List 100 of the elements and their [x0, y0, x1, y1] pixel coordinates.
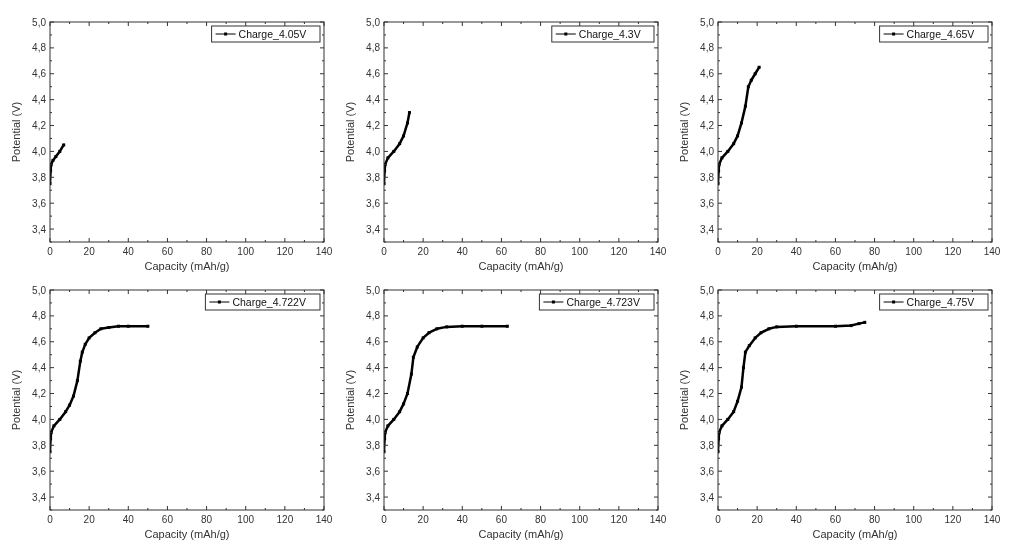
- y-tick-label: 3,6: [700, 197, 715, 209]
- x-tick-label: 40: [456, 514, 469, 525]
- x-tick-label: 60: [495, 514, 508, 525]
- y-tick-label: 4,8: [366, 310, 381, 322]
- x-tick-label: 120: [276, 246, 294, 257]
- y-tick-label: 4,8: [32, 310, 47, 322]
- legend-label: Charge_4.75V: [906, 295, 975, 308]
- y-tick-label: 5,0: [700, 284, 715, 296]
- y-tick-label: 4,2: [366, 388, 381, 400]
- x-tick-label: 0: [715, 514, 722, 525]
- x-tick-label: 40: [122, 514, 135, 525]
- x-tick-label: 100: [571, 246, 589, 257]
- y-tick-label: 4,8: [32, 42, 47, 54]
- x-tick-label: 120: [276, 514, 294, 525]
- y-axis-title: Potential (V): [10, 101, 22, 163]
- y-tick-label: 3,4: [32, 223, 47, 235]
- y-tick-label: 3,8: [32, 171, 47, 183]
- y-tick-label: 4,6: [32, 336, 47, 348]
- y-tick-label: 4,2: [700, 120, 715, 132]
- x-tick-label: 80: [535, 246, 547, 257]
- x-tick-label: 100: [571, 514, 589, 525]
- x-tick-label: 0: [715, 246, 722, 257]
- y-tick-label: 4,0: [366, 413, 381, 425]
- x-tick-label: 20: [83, 514, 96, 525]
- y-tick-label: 3,4: [32, 491, 47, 503]
- x-tick-label: 0: [47, 246, 54, 257]
- legend-label: Charge_4.722V: [232, 295, 306, 308]
- x-axis-title: Capacity (mAh/g): [812, 260, 898, 272]
- x-tick-label: 40: [122, 246, 135, 257]
- y-tick-label: 4,6: [366, 336, 381, 348]
- y-tick-label: 5,0: [700, 16, 715, 28]
- x-tick-label: 40: [456, 246, 469, 257]
- y-tick-label: 4,0: [32, 145, 47, 157]
- x-axis-title: Capacity (mAh/g): [478, 260, 564, 272]
- x-tick-label: 20: [751, 514, 764, 525]
- y-axis-title: Potential (V): [344, 101, 356, 163]
- x-axis-title: Capacity (mAh/g): [144, 528, 230, 540]
- x-tick-label: 140: [983, 514, 1001, 525]
- x-tick-label: 60: [829, 514, 842, 525]
- y-tick-label: 3,8: [366, 439, 381, 451]
- x-tick-label: 20: [83, 246, 96, 257]
- y-tick-label: 3,4: [700, 223, 715, 235]
- x-tick-label: 120: [610, 246, 628, 257]
- y-axis-title: Potential (V): [678, 101, 690, 163]
- x-tick-label: 100: [237, 246, 255, 257]
- legend-label: Charge_4.3V: [578, 27, 641, 40]
- x-tick-label: 80: [201, 514, 213, 525]
- x-tick-label: 80: [535, 514, 547, 525]
- x-tick-label: 80: [869, 514, 881, 525]
- legend-label: Charge_4.05V: [238, 27, 307, 40]
- x-tick-label: 20: [751, 246, 764, 257]
- y-tick-label: 4,6: [32, 68, 47, 80]
- x-tick-label: 100: [905, 246, 923, 257]
- y-tick-label: 4,6: [700, 336, 715, 348]
- y-tick-label: 4,2: [32, 120, 47, 132]
- y-tick-label: 4,6: [366, 68, 381, 80]
- x-axis-title: Capacity (mAh/g): [478, 528, 564, 540]
- y-tick-label: 5,0: [366, 284, 381, 296]
- x-tick-label: 60: [829, 246, 842, 257]
- y-tick-label: 4,2: [700, 388, 715, 400]
- x-tick-label: 140: [649, 246, 667, 257]
- y-tick-label: 3,6: [700, 465, 715, 477]
- y-tick-label: 4,0: [366, 145, 381, 157]
- x-tick-label: 120: [610, 514, 628, 525]
- x-tick-label: 0: [381, 514, 388, 525]
- y-tick-label: 4,6: [700, 68, 715, 80]
- x-axis-title: Capacity (mAh/g): [812, 528, 898, 540]
- x-tick-label: 0: [47, 514, 54, 525]
- y-tick-label: 3,4: [700, 491, 715, 503]
- y-tick-label: 3,6: [366, 197, 381, 209]
- y-tick-label: 3,8: [700, 171, 715, 183]
- y-tick-label: 4,4: [32, 94, 47, 106]
- y-tick-label: 4,8: [700, 310, 715, 322]
- x-tick-label: 40: [790, 246, 803, 257]
- y-tick-label: 3,8: [366, 171, 381, 183]
- y-tick-label: 4,4: [700, 94, 715, 106]
- x-axis-title: Capacity (mAh/g): [144, 260, 230, 272]
- y-tick-label: 3,8: [32, 439, 47, 451]
- x-tick-label: 80: [201, 246, 213, 257]
- y-tick-label: 4,2: [366, 120, 381, 132]
- y-tick-label: 4,8: [700, 42, 715, 54]
- y-tick-label: 4,8: [366, 42, 381, 54]
- y-axis-title: Potential (V): [10, 369, 22, 431]
- x-tick-label: 100: [237, 514, 255, 525]
- legend-label: Charge_4.723V: [566, 295, 640, 308]
- x-tick-label: 20: [417, 246, 430, 257]
- y-tick-label: 3,6: [366, 465, 381, 477]
- x-tick-label: 20: [417, 514, 430, 525]
- y-tick-label: 4,4: [700, 362, 715, 374]
- y-tick-label: 3,4: [366, 491, 381, 503]
- x-tick-label: 120: [944, 246, 962, 257]
- x-tick-label: 140: [315, 514, 333, 525]
- y-tick-label: 4,4: [366, 362, 381, 374]
- y-tick-label: 4,0: [700, 145, 715, 157]
- y-tick-label: 3,6: [32, 465, 47, 477]
- x-tick-label: 80: [869, 246, 881, 257]
- y-tick-label: 4,0: [700, 413, 715, 425]
- x-tick-label: 120: [944, 514, 962, 525]
- x-tick-label: 140: [983, 246, 1001, 257]
- y-axis-title: Potential (V): [678, 369, 690, 431]
